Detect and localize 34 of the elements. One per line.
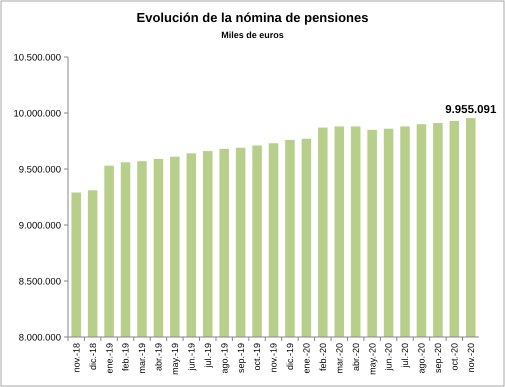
x-tick-label: feb.-19	[120, 343, 131, 372]
y-tick-label: 10.000.000	[13, 108, 61, 120]
x-tick-label: oct.-19	[252, 343, 262, 371]
x-tick-label: oct.-20	[449, 343, 460, 371]
x-tick-label: may.-20	[367, 343, 378, 375]
x-tick-label: jun.-19	[186, 343, 196, 372]
y-tick-label: 9.000.000	[18, 220, 61, 232]
x-tick-label: nov.-18	[71, 343, 82, 372]
x-tick-label: nov.-20	[466, 343, 476, 372]
x-tick-label: jun.-20	[384, 343, 394, 372]
y-tick-label: 9.500.000	[18, 164, 61, 176]
y-tick-label: 8.500.000	[18, 276, 61, 288]
x-tick-label: mar.-19	[137, 343, 148, 374]
data-label: 9.955.091	[445, 104, 497, 116]
chart-subtitle: Miles de euros	[221, 30, 284, 40]
chart-title: Evolución de la nómina de pensiones	[136, 10, 368, 25]
x-tick-label: nov.-19	[268, 343, 279, 372]
x-tick-label: jul.-20	[400, 343, 410, 369]
x-tick-label: jul.-19	[202, 343, 213, 369]
x-tick-label: sep.-20	[433, 343, 444, 374]
x-tick-label: ene.-20	[302, 343, 312, 374]
x-tick-label: dic.-19	[285, 343, 296, 370]
x-tick-label: abr.-20	[350, 343, 361, 372]
x-tick-label: mar.-20	[334, 343, 344, 374]
x-tick-label: sep.-19	[236, 343, 246, 374]
x-tick-label: feb.-20	[318, 343, 328, 372]
y-tick-label: 8.000.000	[18, 332, 61, 344]
x-tick-label: ago.-20	[416, 343, 427, 374]
x-tick-label: dic.-18	[88, 343, 98, 370]
x-tick-label: abr.-19	[154, 343, 164, 372]
x-tick-label: ene.-19	[104, 343, 114, 374]
x-tick-label: ago.-19	[219, 343, 230, 374]
x-tick-label: may.-19	[170, 343, 180, 375]
y-tick-label: 10.500.000	[13, 52, 61, 64]
